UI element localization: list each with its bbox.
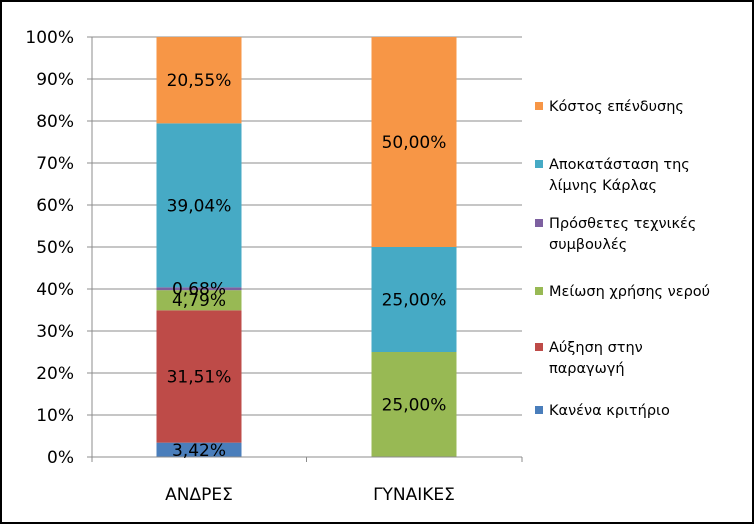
y-tick-label: 40%	[36, 280, 74, 300]
legend-label: Πρόσθετες τεχνικές	[549, 216, 696, 232]
legend-swatch	[535, 287, 543, 295]
y-tick-label: 20%	[36, 364, 74, 384]
y-tick-label: 80%	[36, 112, 74, 132]
legend-swatch	[535, 343, 543, 351]
data-label: 20,55%	[167, 71, 232, 91]
legend-swatch	[535, 160, 543, 168]
data-label: 39,04%	[167, 196, 232, 216]
bar-segment	[371, 247, 457, 352]
legend: Κόστος επένδυσης Αποκατάσταση της λίμνης Κ…	[535, 99, 710, 419]
legend-label: Κόστος επένδυσης	[549, 99, 684, 115]
y-tick-label: 0%	[47, 448, 74, 468]
x-tick-label: ΓΥΝΑΙΚΕΣ	[373, 485, 455, 505]
legend-label: Μείωση χρήσης νερού	[549, 284, 710, 300]
data-label: 50,00%	[382, 133, 447, 153]
legend-item: Αύξηση στην παραγωγή	[535, 340, 643, 377]
legend-label: Αποκατάσταση της	[549, 157, 690, 173]
y-tick-label: 10%	[36, 406, 74, 426]
data-label: 25,00%	[382, 396, 447, 416]
legend-item: Κόστος επένδυσης	[535, 99, 684, 115]
legend-item: Αποκατάσταση της λίμνης Κάρλας	[535, 157, 690, 194]
x-tick-label: ΑΝΔΡΕΣ	[165, 485, 233, 505]
legend-swatch	[535, 219, 543, 227]
data-label: 0,68%	[172, 280, 226, 300]
bar-segment	[156, 290, 242, 311]
y-tick-label: 90%	[36, 70, 74, 90]
bar-segment	[156, 310, 242, 443]
bar-segment	[156, 442, 242, 457]
legend-label: λίμνης Κάρλας	[549, 178, 657, 194]
y-tick-label: 70%	[36, 154, 74, 174]
legend-label: συμβουλές	[549, 237, 627, 253]
y-tick-label: 50%	[36, 238, 74, 258]
bar-segment	[371, 37, 457, 247]
data-label: 25,00%	[382, 291, 447, 311]
legend-label: παραγωγή	[549, 361, 625, 377]
legend-label: Κανένα κριτήριο	[549, 403, 670, 419]
bar-segment	[156, 37, 242, 124]
legend-swatch	[535, 102, 543, 110]
legend-item: Πρόσθετες τεχνικές συμβουλές	[535, 216, 696, 253]
bars	[156, 37, 457, 457]
legend-item: Μείωση χρήσης νερού	[535, 284, 710, 300]
data-labels: 3,42% 31,51% 4,79%0,68% 39,04% 20,55% 25,00% 2…	[167, 71, 447, 461]
data-label: 31,51%	[167, 367, 232, 387]
axes: 0% 10% 20% 30% 40% 50% 60% 70% 80% 90% 100% ΑΝΔΡΕΣ Γ…	[25, 28, 523, 505]
bar-segment	[156, 123, 242, 288]
data-label: 4,79%	[172, 291, 226, 311]
y-tick-label: 60%	[36, 196, 74, 216]
legend-item: Κανένα κριτήριο	[535, 403, 670, 419]
legend-label: Αύξηση στην	[549, 340, 643, 356]
legend-swatch	[535, 406, 543, 414]
data-label: 3,42%	[172, 441, 226, 461]
y-tick-label: 30%	[36, 322, 74, 342]
y-tick-label: 100%	[25, 28, 74, 48]
bar-segment	[371, 352, 457, 457]
bar-segment	[156, 287, 242, 291]
